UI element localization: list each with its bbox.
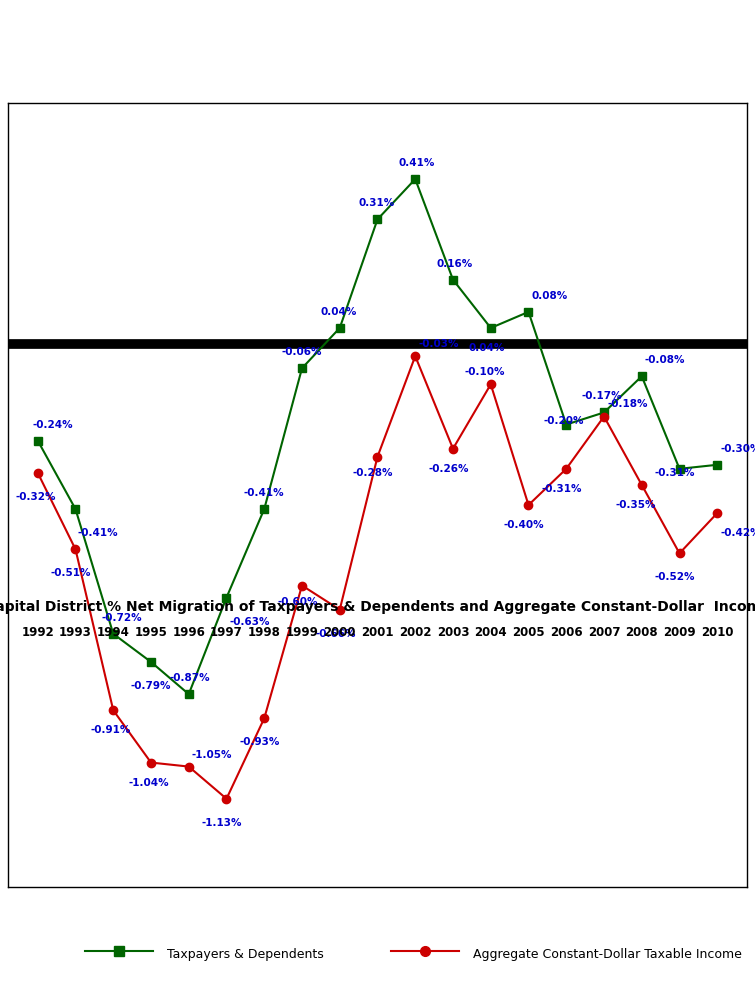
Text: Capital District % Net Migration of Taxpayers & Dependents and Aggregate Constan: Capital District % Net Migration of Taxp…: [0, 599, 755, 613]
Text: -0.03%: -0.03%: [418, 339, 459, 349]
Text: -0.35%: -0.35%: [615, 500, 656, 510]
Text: -0.93%: -0.93%: [239, 737, 280, 746]
Text: -0.20%: -0.20%: [544, 415, 584, 425]
Text: -0.72%: -0.72%: [102, 612, 143, 622]
Text: 0.16%: 0.16%: [436, 258, 473, 268]
Text: -0.17%: -0.17%: [581, 391, 622, 401]
Text: -0.10%: -0.10%: [464, 367, 505, 377]
Text: 0.08%: 0.08%: [532, 291, 568, 301]
Text: -0.32%: -0.32%: [15, 491, 56, 502]
Text: Aggregate Constant-Dollar Taxable Income: Aggregate Constant-Dollar Taxable Income: [473, 948, 741, 960]
Text: -0.42%: -0.42%: [720, 528, 755, 537]
Text: 2010: 2010: [701, 625, 734, 638]
Text: 2000: 2000: [323, 625, 356, 638]
Text: -0.28%: -0.28%: [353, 467, 393, 477]
Text: 0.41%: 0.41%: [398, 158, 435, 168]
Text: -1.05%: -1.05%: [192, 748, 233, 759]
Text: 2002: 2002: [399, 625, 432, 638]
Text: -0.41%: -0.41%: [243, 487, 284, 498]
Text: 2006: 2006: [550, 625, 583, 638]
Text: -0.40%: -0.40%: [504, 520, 544, 529]
Text: -0.52%: -0.52%: [655, 572, 695, 582]
Text: 1994: 1994: [97, 625, 130, 638]
Text: -1.13%: -1.13%: [202, 817, 242, 827]
Text: -0.08%: -0.08%: [645, 355, 686, 365]
Text: 1995: 1995: [134, 625, 168, 638]
Text: -0.63%: -0.63%: [230, 616, 270, 626]
Text: -1.04%: -1.04%: [128, 777, 169, 787]
Text: 1999: 1999: [285, 625, 319, 638]
Text: 1992: 1992: [21, 625, 54, 638]
Text: Taxpayers & Dependents: Taxpayers & Dependents: [167, 948, 324, 960]
Text: -0.51%: -0.51%: [51, 568, 91, 578]
Text: 1997: 1997: [210, 625, 243, 638]
Text: 1993: 1993: [59, 625, 92, 638]
Text: 2004: 2004: [474, 625, 507, 638]
Text: 0.04%: 0.04%: [321, 307, 357, 317]
Text: -0.30%: -0.30%: [720, 444, 755, 454]
Text: 2009: 2009: [663, 625, 696, 638]
Text: 0.31%: 0.31%: [359, 198, 395, 208]
Text: 2001: 2001: [361, 625, 394, 638]
Text: 2005: 2005: [512, 625, 545, 638]
Text: 2003: 2003: [436, 625, 470, 638]
Text: 1998: 1998: [248, 625, 281, 638]
Text: -0.31%: -0.31%: [541, 483, 582, 493]
Text: 2008: 2008: [625, 625, 658, 638]
Text: -0.41%: -0.41%: [77, 528, 118, 537]
Text: -0.31%: -0.31%: [655, 467, 695, 477]
Text: -0.26%: -0.26%: [428, 463, 469, 473]
Text: -0.79%: -0.79%: [130, 680, 171, 690]
Text: -0.24%: -0.24%: [32, 419, 72, 429]
Text: -0.91%: -0.91%: [91, 725, 131, 735]
Text: -0.66%: -0.66%: [315, 628, 356, 638]
Text: -0.06%: -0.06%: [281, 347, 322, 357]
Text: 0.04%: 0.04%: [468, 343, 504, 353]
Text: -0.18%: -0.18%: [607, 399, 648, 409]
Text: 1996: 1996: [172, 625, 205, 638]
Text: -0.60%: -0.60%: [277, 596, 318, 606]
Text: -0.87%: -0.87%: [170, 672, 211, 682]
Text: 2007: 2007: [587, 625, 621, 638]
